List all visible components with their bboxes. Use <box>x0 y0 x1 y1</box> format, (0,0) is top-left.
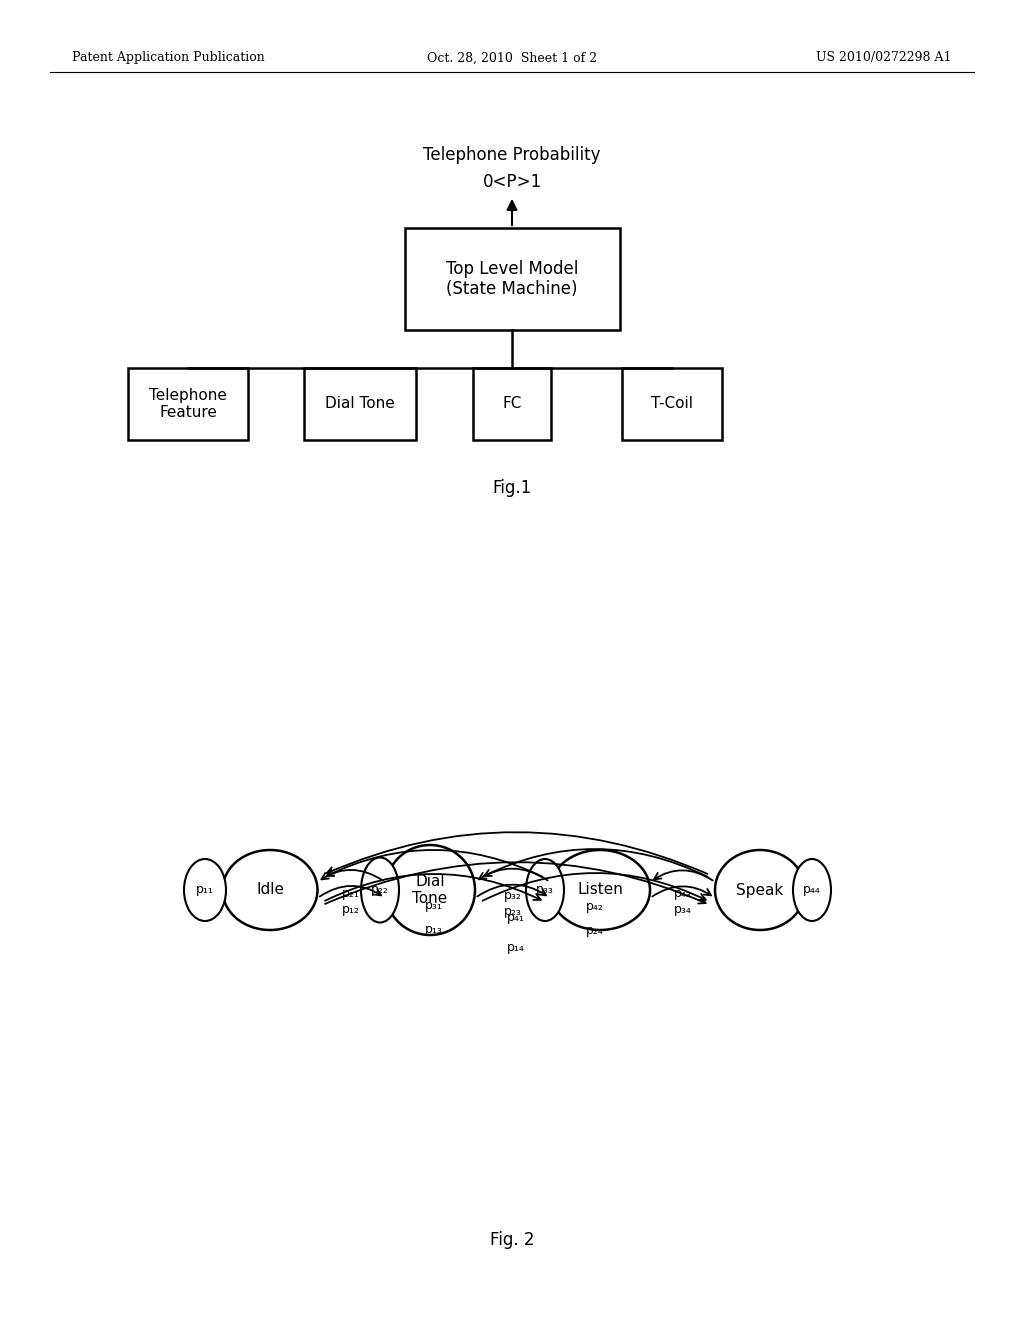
Text: Telephone Probability: Telephone Probability <box>423 147 601 164</box>
FancyArrowPatch shape <box>652 886 711 896</box>
Text: Listen: Listen <box>578 883 623 898</box>
Ellipse shape <box>715 850 805 931</box>
Text: Idle: Idle <box>256 883 284 898</box>
Ellipse shape <box>526 859 564 921</box>
Text: p₂₁: p₂₁ <box>342 887 360 900</box>
Text: US 2010/0272298 A1: US 2010/0272298 A1 <box>816 51 952 65</box>
FancyArrowPatch shape <box>654 870 713 880</box>
Text: Speak: Speak <box>736 883 783 898</box>
Text: p₂₂: p₂₂ <box>371 883 389 896</box>
FancyBboxPatch shape <box>622 368 722 440</box>
Text: Fig.1: Fig.1 <box>493 479 531 498</box>
Text: Telephone
Feature: Telephone Feature <box>150 388 227 420</box>
Text: p₃₂: p₃₂ <box>504 888 521 902</box>
Text: p₄₁: p₄₁ <box>507 911 525 924</box>
Text: Dial
Tone: Dial Tone <box>413 874 447 907</box>
Text: p₁₄: p₁₄ <box>507 941 525 954</box>
Text: Patent Application Publication: Patent Application Publication <box>72 51 265 65</box>
Text: Fig. 2: Fig. 2 <box>489 1232 535 1249</box>
Text: FC: FC <box>503 396 521 412</box>
Text: p₃₃: p₃₃ <box>536 883 554 896</box>
FancyArrowPatch shape <box>327 850 543 876</box>
Text: p₄₄: p₄₄ <box>803 883 821 896</box>
FancyArrowPatch shape <box>482 873 706 900</box>
FancyArrowPatch shape <box>325 874 541 900</box>
Text: p₃₄: p₃₄ <box>674 903 691 916</box>
Text: T-Coil: T-Coil <box>651 396 693 412</box>
Ellipse shape <box>361 858 399 923</box>
Ellipse shape <box>385 845 475 935</box>
FancyArrowPatch shape <box>477 884 546 896</box>
Text: Top Level Model
(State Machine): Top Level Model (State Machine) <box>445 260 579 298</box>
FancyArrowPatch shape <box>319 886 381 896</box>
Text: p₁₁: p₁₁ <box>196 883 214 896</box>
FancyArrowPatch shape <box>327 832 708 874</box>
Text: p₁₂: p₁₂ <box>342 903 360 916</box>
Text: p₂₄: p₂₄ <box>586 924 604 937</box>
FancyBboxPatch shape <box>128 368 248 440</box>
Text: Dial Tone: Dial Tone <box>326 396 395 412</box>
Text: p₄₃: p₄₃ <box>674 887 691 900</box>
Ellipse shape <box>184 859 226 921</box>
Ellipse shape <box>793 859 831 921</box>
FancyBboxPatch shape <box>304 368 416 440</box>
Text: p₃₁: p₃₁ <box>425 899 442 912</box>
FancyBboxPatch shape <box>473 368 551 440</box>
FancyArrowPatch shape <box>325 862 706 904</box>
Ellipse shape <box>550 850 650 931</box>
Text: p₂₃: p₂₃ <box>504 904 521 917</box>
Ellipse shape <box>222 850 317 931</box>
FancyBboxPatch shape <box>406 228 620 330</box>
Text: Oct. 28, 2010  Sheet 1 of 2: Oct. 28, 2010 Sheet 1 of 2 <box>427 51 597 65</box>
FancyArrowPatch shape <box>484 849 708 876</box>
FancyArrowPatch shape <box>322 870 383 880</box>
FancyArrowPatch shape <box>479 869 548 880</box>
Text: 0<P>1: 0<P>1 <box>482 173 542 191</box>
Text: p₄₂: p₄₂ <box>586 900 604 913</box>
Text: p₁₃: p₁₃ <box>425 923 442 936</box>
